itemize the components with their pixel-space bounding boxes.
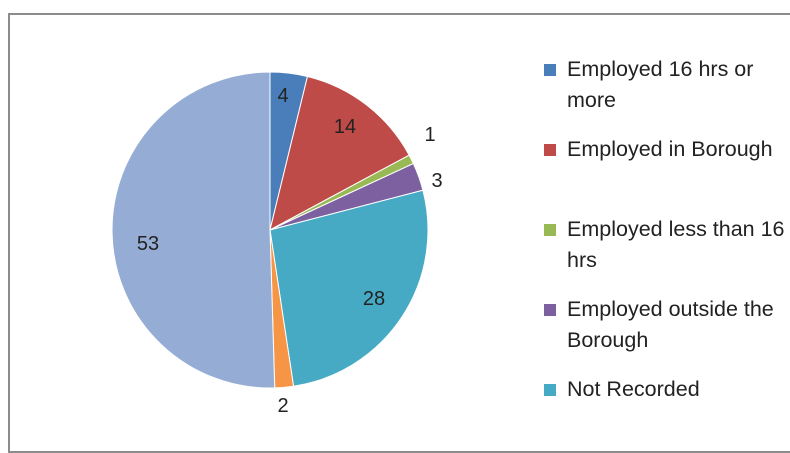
data-label-1: 4 (277, 85, 288, 107)
legend-label: Employed in Borough (567, 137, 773, 161)
data-label-7: 53 (137, 233, 159, 255)
data-label-4: 3 (431, 170, 442, 192)
legend-item-3: Employed less than 16 hrs (544, 216, 788, 296)
legend-label: Employed outside the Borough (567, 297, 774, 352)
legend-swatch (544, 304, 556, 316)
legend-item-5: Not Recorded (544, 376, 788, 416)
legend-label: Employed less than 16 hrs (567, 217, 785, 272)
legend-item-2: Employed in Borough (544, 136, 788, 216)
pie-slice-7 (111, 71, 276, 389)
legend: Employed 16 hrs or more Employed in Borou… (544, 56, 788, 416)
data-label-6: 2 (277, 395, 288, 417)
legend-label: Employed 16 hrs or more (567, 57, 754, 112)
data-label-5: 28 (363, 288, 385, 310)
pie-chart: 4 14 1 3 28 2 53 (111, 71, 443, 417)
legend-swatch (544, 64, 556, 76)
pie-slice-2 (269, 75, 410, 231)
data-label-3: 1 (424, 124, 435, 146)
legend-item-1: Employed 16 hrs or more (544, 56, 788, 136)
legend-swatch (544, 384, 556, 396)
pie-slice-5 (269, 189, 429, 387)
legend-swatch (544, 144, 556, 156)
data-label-2: 14 (334, 116, 356, 138)
legend-item-4: Employed outside the Borough (544, 296, 788, 376)
legend-swatch (544, 224, 556, 236)
legend-label: Not Recorded (567, 377, 700, 401)
